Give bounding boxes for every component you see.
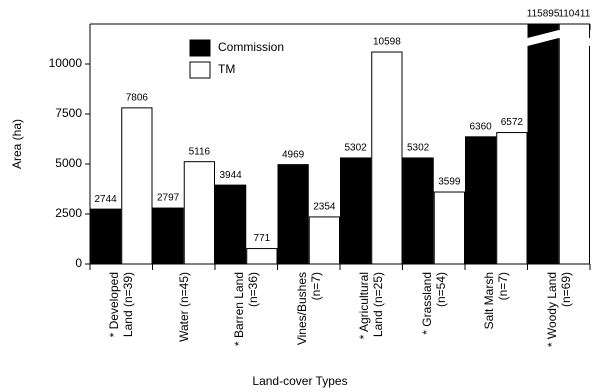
y-tick-label: 10000	[49, 56, 83, 70]
bar	[465, 136, 497, 265]
legend-label: TM	[218, 62, 235, 76]
x-tick-label: * Woody Land (n=69)	[544, 272, 573, 348]
value-label: 110411	[558, 9, 590, 20]
value-label: 3599	[438, 177, 461, 188]
legend-label: Commission	[218, 40, 284, 54]
x-tick-label: Vines/Bushes (n=7)	[294, 272, 323, 346]
bar	[215, 184, 247, 265]
value-label: 4969	[282, 149, 305, 160]
bar	[527, 24, 559, 265]
bar	[277, 164, 309, 265]
value-label: 5302	[345, 143, 368, 154]
x-tick-label: * Agricultural Land (n=25)	[357, 272, 386, 340]
value-label: 2797	[157, 193, 180, 204]
bar	[121, 107, 153, 265]
bar	[246, 248, 278, 265]
x-axis-title: Land-cover Types	[252, 374, 347, 388]
y-axis-title: Area (ha)	[10, 119, 24, 169]
value-label: 115895	[527, 9, 560, 20]
y-tick-label: 2500	[55, 206, 82, 220]
value-label: 2354	[313, 202, 336, 213]
value-label: 5116	[189, 146, 211, 157]
bar	[152, 207, 184, 265]
y-tick-label: 5000	[55, 156, 82, 170]
x-tick-label: Salt Marsh (n=7)	[482, 272, 511, 330]
value-label: 10598	[373, 37, 401, 48]
value-label: 5302	[407, 143, 430, 154]
bar	[371, 51, 403, 265]
value-label: 2744	[95, 194, 118, 205]
bar	[340, 157, 372, 265]
bar	[496, 132, 528, 265]
axis-break	[527, 30, 590, 46]
legend-swatch	[189, 61, 211, 79]
value-label: 6360	[470, 121, 493, 132]
value-label: 7806	[126, 93, 149, 104]
y-tick-label: 0	[75, 256, 82, 270]
bar	[433, 191, 465, 265]
bar	[183, 161, 215, 265]
x-tick-label: * Barren Land (n=36)	[232, 272, 261, 347]
bar	[402, 157, 434, 265]
x-tick-label: Water (n=45)	[176, 272, 191, 342]
x-tick-label: * Grassland (n=54)	[419, 272, 448, 335]
bar	[90, 208, 122, 265]
bar	[308, 216, 340, 265]
value-label: 3944	[220, 170, 243, 181]
y-tick-label: 7500	[55, 106, 82, 120]
value-label: 771	[254, 233, 271, 244]
x-tick-label: * Developed Land (n=39)	[107, 272, 136, 338]
value-label: 6572	[501, 117, 524, 128]
legend-swatch	[189, 39, 211, 57]
